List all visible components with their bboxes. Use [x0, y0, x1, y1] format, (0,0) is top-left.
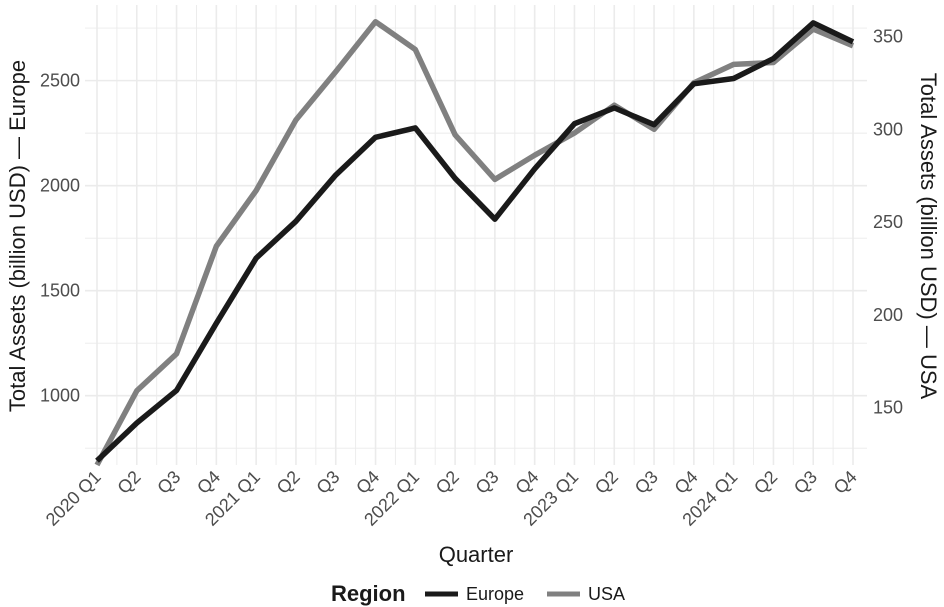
x-tick-label: Q3 [631, 467, 662, 498]
x-axis-title: Quarter [439, 542, 514, 567]
x-tick-label: Q4 [352, 467, 383, 498]
legend-label-europe: Europe [466, 584, 524, 604]
y-axis-left-ticks: 1000 1500 2000 2500 [40, 71, 80, 406]
y-right-tick-label: 150 [873, 398, 903, 418]
x-tick-label: Q3 [472, 467, 503, 498]
y-axis-right-title: Total Assets (billion USD) — USA [916, 73, 941, 400]
x-tick-label: Q2 [273, 467, 304, 498]
x-tick-label: Q4 [830, 467, 861, 498]
x-tick-label: Q2 [432, 467, 463, 498]
y-left-tick-label: 2500 [40, 71, 80, 91]
legend-title: Region [331, 581, 406, 606]
legend: Region Europe USA [331, 581, 625, 606]
series-line-europe [95, 20, 855, 463]
y-right-tick-label: 250 [873, 212, 903, 232]
x-tick-label: Q2 [113, 467, 144, 498]
x-tick-label: Q2 [591, 467, 622, 498]
x-tick-label: Q3 [790, 467, 821, 498]
y-left-tick-label: 1500 [40, 281, 80, 301]
grid-minor [85, 5, 867, 465]
series-line-usa [94, 18, 855, 467]
legend-label-usa: USA [588, 584, 625, 604]
x-tick-label: Q4 [671, 467, 702, 498]
x-tick-label: 2020 Q1 [42, 467, 105, 530]
x-tick-label: Q3 [153, 467, 184, 498]
y-right-tick-label: 200 [873, 305, 903, 325]
series-layer [94, 18, 855, 467]
y-left-tick-label: 1000 [40, 386, 80, 406]
x-tick-label: Q4 [193, 467, 224, 498]
y-left-tick-label: 2000 [40, 176, 80, 196]
y-right-tick-label: 300 [873, 119, 903, 139]
x-tick-label: Q3 [312, 467, 343, 498]
grid-major [85, 5, 867, 465]
x-tick-label: Q4 [511, 467, 542, 498]
y-axis-right-ticks: 150 200 250 300 350 [873, 27, 903, 418]
y-right-tick-label: 350 [873, 27, 903, 47]
y-axis-left-title: Total Assets (billion USD) — Europe [5, 60, 30, 412]
x-tick-label: Q2 [750, 467, 781, 498]
